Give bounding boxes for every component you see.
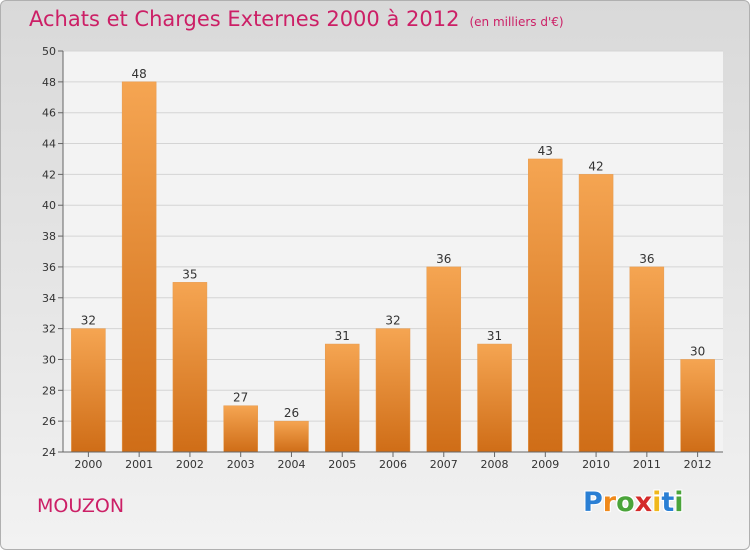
bar xyxy=(223,405,258,453)
bar-value-label: 36 xyxy=(639,252,654,266)
x-tick-label: 2000 xyxy=(74,458,102,471)
y-tick-label: 38 xyxy=(42,230,56,243)
x-tick-label: 2006 xyxy=(379,458,407,471)
x-tick-label: 2004 xyxy=(277,458,305,471)
x-tick-label: 2010 xyxy=(582,458,610,471)
x-tick-label: 2002 xyxy=(176,458,204,471)
logo-letter: i xyxy=(652,487,662,518)
y-tick-label: 48 xyxy=(42,76,56,89)
x-tick-label: 2005 xyxy=(328,458,356,471)
axes: 24 26 28 30 32 34 36 38 40 42 44 46 48 50 2000 2001 2002… xyxy=(42,45,723,471)
bar xyxy=(578,174,614,453)
logo-letter: x xyxy=(634,487,653,518)
bar-value-label: 42 xyxy=(588,159,603,173)
bar xyxy=(629,266,665,453)
y-tick-label: 28 xyxy=(42,384,56,397)
logo-letter: o xyxy=(616,487,635,518)
bar xyxy=(274,420,309,453)
x-tick-label: 2003 xyxy=(227,458,255,471)
logo-letter: i xyxy=(674,487,684,518)
bar xyxy=(477,343,512,453)
bar-value-label: 27 xyxy=(233,391,248,405)
x-tick-label: 2009 xyxy=(531,458,559,471)
y-tick-label: 34 xyxy=(42,292,56,305)
x-tick-label: 2011 xyxy=(633,458,661,471)
y-tick-label: 26 xyxy=(42,415,56,428)
y-tick-label: 32 xyxy=(42,323,56,336)
y-tick-label: 46 xyxy=(42,107,56,120)
logo-letter: r xyxy=(602,487,617,518)
x-tick-label: 2008 xyxy=(481,458,509,471)
x-tick-label: 2001 xyxy=(125,458,153,471)
bar xyxy=(375,328,411,453)
bar-value-label: 31 xyxy=(487,329,502,343)
bars: 32 48 35 27 26 31 32 36 31 43 42 36 30 xyxy=(71,67,715,453)
y-tick-label: 40 xyxy=(42,199,56,212)
y-tick-label: 24 xyxy=(42,446,56,459)
bar-value-label: 43 xyxy=(538,144,553,158)
y-tick-label: 42 xyxy=(42,168,56,181)
proxiti-logo: Proxiti xyxy=(583,487,684,518)
city-name: MOUZON xyxy=(37,495,125,517)
bar xyxy=(121,81,157,453)
bar-value-label: 26 xyxy=(284,406,299,420)
bar-value-label: 35 xyxy=(182,267,197,281)
logo-letter: P xyxy=(583,487,603,518)
bar xyxy=(528,158,563,453)
bar-value-label: 32 xyxy=(81,314,96,328)
bar xyxy=(71,328,106,453)
bar xyxy=(680,359,715,453)
y-tick-label: 44 xyxy=(42,138,56,151)
bar xyxy=(172,282,208,453)
y-tick-label: 30 xyxy=(42,353,56,366)
bar xyxy=(324,343,360,453)
bar-value-label: 31 xyxy=(335,329,350,343)
bar-value-label: 36 xyxy=(436,252,451,266)
bar-value-label: 32 xyxy=(385,314,400,328)
bar xyxy=(426,266,462,453)
y-tick-label: 36 xyxy=(42,261,56,274)
chart-subtitle: (en milliers d'€) xyxy=(469,15,564,29)
logo-letter: t xyxy=(661,487,675,518)
y-tick-label: 50 xyxy=(42,45,56,58)
x-tick-label: 2012 xyxy=(684,458,712,471)
chart-title: Achats et Charges Externes 2000 à 2012 (e… xyxy=(29,7,564,31)
bar-value-label: 48 xyxy=(132,67,147,81)
bar-value-label: 30 xyxy=(690,344,705,358)
x-tick-label: 2007 xyxy=(430,458,458,471)
